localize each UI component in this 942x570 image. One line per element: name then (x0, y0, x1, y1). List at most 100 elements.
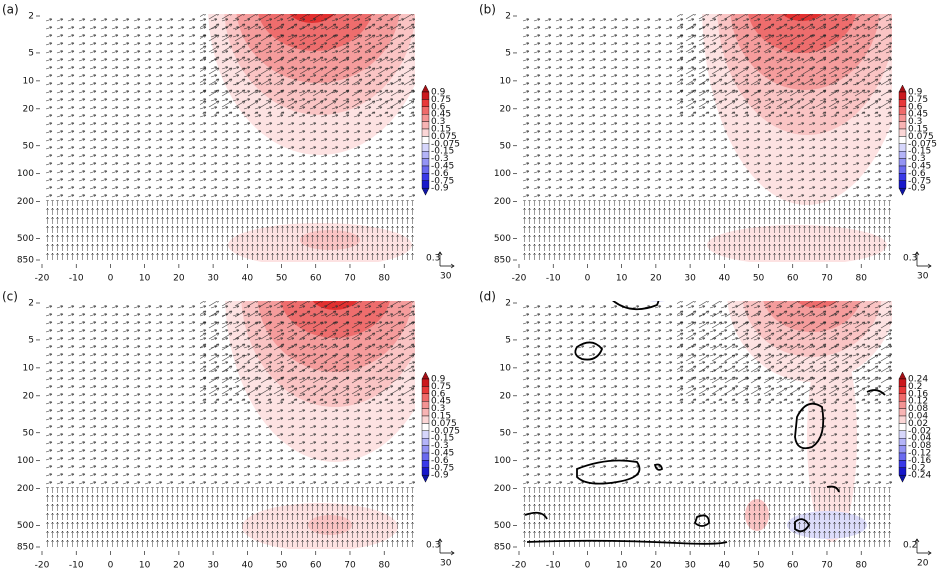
y-tick-label: 5 (505, 335, 511, 345)
colorbar-label: 0.45 (431, 110, 451, 120)
y-tick-label: 20 (23, 391, 35, 401)
colorbar-bin (421, 445, 430, 454)
colorbar-bin (421, 106, 430, 115)
colorbar-label: -0.3 (431, 441, 449, 451)
x-tick-label: 30 (684, 274, 696, 284)
colorbar-label: 0.6 (431, 102, 446, 112)
reference-vector (914, 251, 932, 269)
y-tick-label: 10 (500, 363, 512, 373)
x-tick-label: 20 (650, 561, 662, 570)
colorbar-arrow (898, 188, 907, 196)
y-tick-label: 10 (23, 363, 35, 373)
colorbar-label: 0.3 (431, 117, 445, 127)
colorbar-arrow (898, 475, 907, 483)
y-tick-label: 5 (28, 48, 34, 58)
x-tick-label: 30 (684, 561, 696, 570)
colorbar-bin (898, 136, 907, 144)
colorbar-arrow (898, 84, 907, 93)
reference-vector (914, 538, 932, 556)
colorbar-bin (898, 408, 907, 417)
x-tick-label: 60 (787, 561, 799, 570)
colorbar-bin (421, 180, 430, 189)
colorbar-bin (421, 158, 430, 167)
colorbar-label: -0.04 (908, 434, 932, 444)
colorbar-bin (898, 121, 907, 130)
x-tick-label: -20 (512, 561, 527, 570)
colorbar-bin (421, 423, 430, 431)
x-tick-label: 40 (719, 274, 731, 284)
colorbar-label: -0.9 (431, 471, 449, 481)
colorbar-label: 0.2 (908, 382, 922, 392)
colorbar-bin (898, 150, 907, 159)
x-tick-label: 10 (616, 561, 628, 570)
plot-area (523, 14, 892, 262)
x-tick-label: -10 (69, 274, 84, 284)
x-tick-label: 10 (616, 274, 628, 284)
y-tick-label: 10 (500, 76, 512, 86)
colorbar-label: 0.02 (908, 419, 928, 429)
colorbar-bin (421, 386, 430, 395)
colorbar-bin (898, 437, 907, 446)
contour-line (612, 301, 660, 311)
y-tick-label: 50 (23, 428, 35, 438)
colorbar-bin (898, 180, 907, 189)
colorbar-label: 0.45 (908, 110, 928, 120)
contour-line (693, 514, 710, 527)
x-tick-label: 50 (276, 274, 288, 284)
colorbar-bin (898, 165, 907, 174)
plot-area (46, 14, 415, 262)
panel-label: (a) (2, 3, 19, 17)
reference-x-label: 0.2 (903, 541, 917, 551)
y-tick-label: 500 (494, 521, 511, 531)
wind-vectors (46, 487, 415, 549)
wind-vectors (523, 200, 892, 262)
colorbar-bin (898, 452, 907, 461)
colorbar-bin (898, 378, 907, 387)
colorbar-label: -0.45 (431, 162, 454, 172)
colorbar-bin (898, 91, 907, 100)
colorbar-bin (421, 400, 430, 409)
x-tick-label: 40 (242, 561, 254, 570)
colorbar-bin (898, 128, 907, 137)
colorbar-label: -0.9 (908, 184, 926, 194)
colorbar-label: 0.075 (431, 132, 457, 142)
colorbar-label: -0.24 (908, 471, 932, 481)
x-tick-label: 40 (242, 274, 254, 284)
colorbar-label: -0.15 (908, 147, 931, 157)
x-tick-label: 40 (719, 561, 731, 570)
colorbar-label: 0.75 (431, 382, 451, 392)
colorbar-label: -0.75 (431, 463, 454, 473)
panel: (a) 2 5 10 20 50 100 200 500 850-20 -10 0 10 20 30 40 50… (2, 3, 460, 284)
colorbar-arrow (421, 371, 430, 380)
x-tick-label: 50 (753, 274, 765, 284)
x-tick-label: 60 (787, 274, 799, 284)
x-tick-label: 0 (108, 274, 114, 284)
contour-line (794, 518, 811, 533)
wind-vectors (677, 301, 892, 401)
y-tick-label: 850 (494, 543, 511, 553)
y-tick-label: 5 (28, 335, 34, 345)
y-tick-label: 100 (17, 169, 34, 179)
colorbar-bin (898, 430, 907, 439)
wind-vectors (46, 200, 415, 262)
colorbar-label: 0.12 (908, 397, 928, 407)
colorbar-bin (421, 393, 430, 402)
colorbar-bin (898, 445, 907, 454)
colorbar-label: 0.9 (431, 375, 446, 385)
colorbar-bin (421, 136, 430, 144)
contour-line (826, 485, 840, 493)
colorbar-label: -0.075 (431, 426, 460, 436)
colorbar-label: 0.08 (908, 404, 928, 414)
y-tick-label: 200 (17, 484, 34, 494)
x-tick-label: 80 (855, 274, 867, 284)
x-tick-label: 50 (753, 561, 765, 570)
colorbar-arrow (898, 371, 907, 380)
panel-label: (c) (2, 290, 18, 304)
x-tick-label: -20 (35, 274, 50, 284)
colorbar-label: -0.3 (908, 154, 926, 164)
contour-line (524, 511, 548, 520)
colorbar-bin (898, 99, 907, 108)
colorbar-bin (421, 165, 430, 174)
x-tick-label: 0 (108, 561, 114, 570)
x-tick-label: 60 (310, 274, 322, 284)
